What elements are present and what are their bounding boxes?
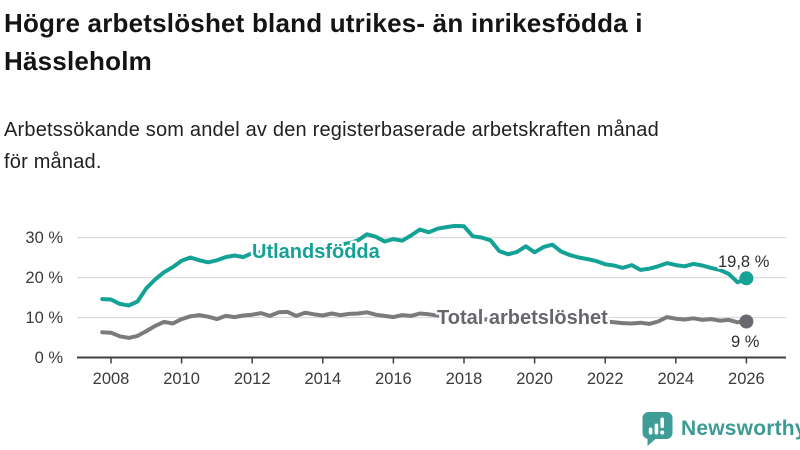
newsworthy-bubble-chart-icon — [642, 411, 673, 446]
y-axis-tick-label: 0 % — [35, 349, 64, 367]
x-axis-tick-label: 2014 — [304, 370, 341, 388]
x-axis-tick-label: 2012 — [234, 370, 271, 388]
x-axis-tick-label: 2016 — [375, 370, 412, 388]
newsworthy-logo[interactable]: Newsworthy — [642, 411, 800, 447]
x-axis-tick-label: 2020 — [516, 370, 553, 388]
x-axis-tick-label: 2022 — [587, 370, 624, 388]
y-axis-tick-label: 20 % — [25, 269, 63, 287]
x-axis-tick-label: 2018 — [446, 370, 483, 388]
end-value-label-utlandsfodda: 19,8 % — [718, 253, 770, 271]
series-end-dot — [739, 271, 754, 286]
chart-subtitle: Arbetssökande som andel av den registerb… — [4, 119, 659, 173]
newsworthy-wordmark: Newsworthy — [681, 417, 800, 440]
x-axis-tick-label: 2010 — [163, 370, 200, 388]
series-label-total-arbetsloshet: Total arbetslöshet — [437, 307, 608, 329]
x-axis-tick-label: 2024 — [657, 370, 694, 388]
series-label-utlandsfodda: Utlandsfödda — [252, 241, 381, 263]
series-line — [100, 223, 749, 308]
series-line — [100, 309, 749, 340]
y-axis-tick-label: 10 % — [25, 309, 63, 327]
x-axis-tick-label: 2008 — [93, 370, 130, 388]
end-value-label-total: 9 % — [731, 333, 760, 351]
series-end-dot — [739, 314, 754, 329]
x-axis-tick-label: 2026 — [728, 370, 765, 388]
y-axis-tick-label: 30 % — [25, 229, 63, 247]
page-title: Högre arbetslöshet bland utrikes- än inr… — [4, 8, 643, 76]
